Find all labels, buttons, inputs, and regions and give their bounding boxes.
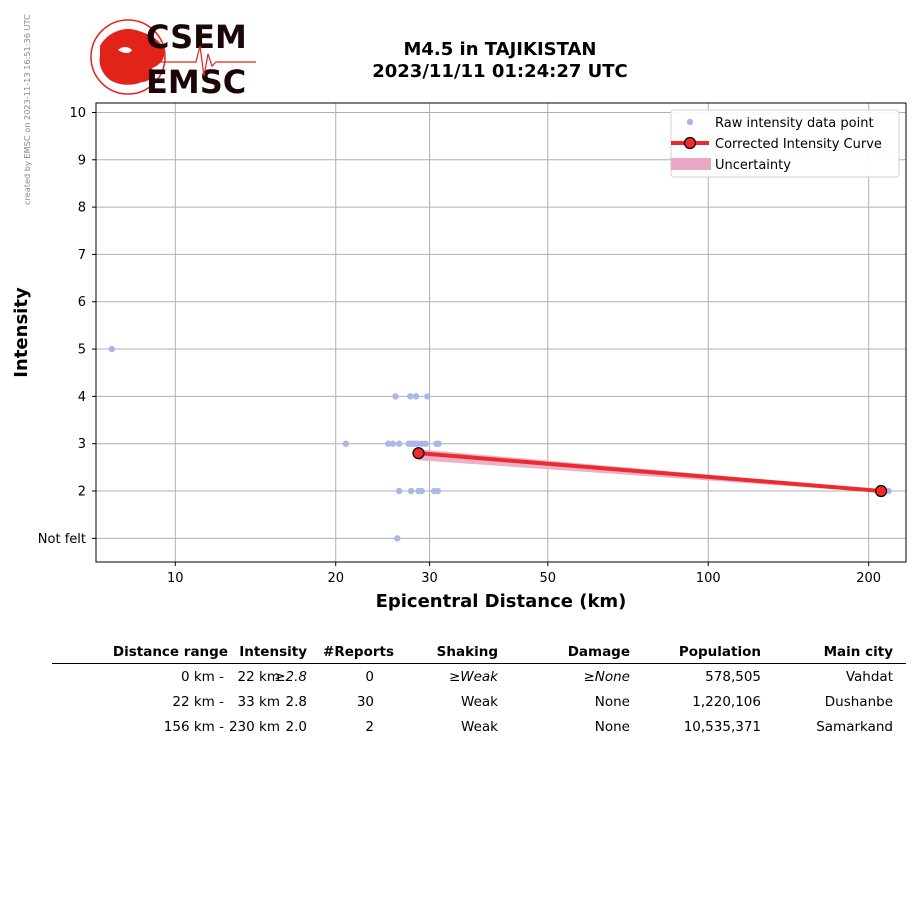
x-tick-label: 20: [327, 571, 344, 586]
y-tick-label: 9: [78, 153, 86, 168]
header-main-city: Main city: [823, 644, 893, 660]
credit-label: created by EMSC on 2023-11-13 16:51:36 U…: [22, 14, 32, 205]
y-axis-label: Intensity: [11, 287, 32, 378]
raw-data-point: [418, 487, 425, 495]
x-tick-label: 50: [540, 571, 557, 586]
y-tick-label: 10: [69, 106, 86, 121]
raw-data-point: [392, 393, 399, 400]
corrected-curve-point: [412, 447, 425, 460]
distance-to: 230 km: [228, 719, 280, 735]
main-city-value: Samarkand: [816, 719, 893, 735]
y-tick-label: 3: [78, 437, 86, 452]
population-value: 578,505: [705, 669, 761, 685]
main-city-value: Vahdat: [845, 669, 893, 685]
y-tick-label: 7: [78, 248, 86, 263]
table-row: 22 km - 33 km 2.8 30 Weak None 1,220,106…: [52, 690, 906, 715]
raw-data-point: [435, 440, 442, 447]
intensity-chart: 10 20 30 50 100 200 Not felt 2 3 4 5 6 7 8 9 10 Epicen…: [11, 102, 907, 612]
raw-data-point: [395, 440, 403, 447]
reports-count: 0: [365, 669, 374, 685]
corrected-curve-layer: [412, 447, 888, 498]
logo-csem-text: CSEM: [146, 18, 247, 56]
shaking-value: Weak: [461, 719, 498, 735]
y-tick-label: 2: [78, 485, 86, 500]
raw-data-point: [424, 393, 431, 400]
header-distance-range: Distance range: [112, 644, 228, 660]
legend-curve-marker: [683, 136, 697, 150]
header-damage: Damage: [567, 644, 630, 660]
x-tick-label: 10: [167, 571, 184, 586]
x-tick-label: 100: [696, 571, 721, 586]
header-divider: [52, 663, 906, 665]
header-reports: #Reports: [323, 644, 394, 660]
x-tick-label: 30: [421, 571, 438, 586]
chart-title-datetime: 2023/11/11 01:24:27 UTC: [372, 61, 628, 82]
intensity-summary-table: Distance range Intensity #Reports Shakin…: [52, 640, 906, 740]
x-axis-label: Epicentral Distance (km): [376, 591, 627, 612]
y-tick-label: Not felt: [38, 532, 86, 547]
header-population: Population: [678, 644, 761, 660]
raw-data-point: [342, 440, 350, 447]
reports-count: 30: [356, 694, 374, 710]
credit-text: created by EMSC on 2023-11-13 16:51:36 U…: [22, 14, 32, 205]
x-axis-ticks: 10 20 30 50 100 200: [167, 562, 881, 586]
emsc-logo: CSEM EMSC: [90, 18, 256, 100]
raw-data-point: [407, 487, 415, 495]
logo-emsc-text: EMSC: [146, 63, 246, 100]
header-shaking: Shaking: [436, 644, 498, 660]
y-tick-label: 8: [78, 201, 86, 216]
legend-label: Uncertainty: [715, 158, 791, 173]
raw-data-point: [412, 393, 420, 400]
raw-data-point: [394, 535, 401, 542]
chart-legend: Raw intensity data point Corrected Intens…: [670, 109, 900, 178]
y-tick-label: 5: [78, 343, 86, 358]
shaking-value: Weak: [461, 694, 498, 710]
table-header-row: Distance range Intensity #Reports Shakin…: [52, 640, 906, 665]
legend-uncertainty-swatch: [671, 158, 711, 170]
damage-value: ≥None: [583, 669, 630, 685]
raw-data-point: [422, 440, 429, 447]
plot-frame: [95, 102, 907, 563]
raw-data-point: [395, 487, 403, 495]
damage-value: None: [594, 694, 630, 710]
header-intensity: Intensity: [239, 644, 307, 660]
raw-data-point: [389, 440, 397, 447]
main-city-value: Dushanbe: [824, 694, 893, 710]
shaking-value: ≥Weak: [448, 669, 498, 685]
raw-data-point: [434, 487, 442, 495]
distance-to: 33 km: [237, 694, 280, 710]
damage-value: None: [594, 719, 630, 735]
y-tick-label: 6: [78, 295, 86, 310]
raw-data-point: [108, 345, 115, 353]
distance-from: 156 km -: [163, 719, 224, 735]
legend-label: Raw intensity data point: [715, 116, 874, 131]
x-tick-label: 200: [856, 571, 881, 586]
population-value: 10,535,371: [683, 719, 761, 735]
distance-from: 22 km -: [172, 694, 224, 710]
intensity-value: ≥2.8: [274, 669, 307, 685]
table-row: 0 km - 22 km ≥2.8 0 ≥Weak ≥None 578,505 …: [52, 665, 906, 690]
y-tick-label: 4: [78, 390, 86, 405]
reports-count: 2: [365, 719, 374, 735]
raw-data-point: [885, 487, 892, 495]
raw-data-point: [385, 440, 392, 447]
raw-points-layer: [108, 345, 892, 542]
legend-raw-marker: [686, 118, 694, 126]
distance-from: 0 km -: [180, 669, 224, 685]
legend-label: Corrected Intensity Curve: [715, 137, 882, 152]
y-axis-ticks: Not felt 2 3 4 5 6 7 8 9 10: [38, 106, 96, 547]
distance-to: 22 km: [237, 669, 280, 685]
chart-title-event: M4.5 in TAJIKISTAN: [403, 39, 597, 60]
table-row: 156 km - 230 km 2.0 2 Weak None 10,535,3…: [52, 715, 906, 740]
intensity-value: 2.8: [285, 694, 307, 710]
population-value: 1,220,106: [692, 694, 761, 710]
raw-data-point: [407, 393, 414, 400]
corrected-curve-line: [418, 451, 882, 494]
corrected-curve-point: [874, 484, 888, 498]
intensity-value: 2.0: [285, 719, 307, 735]
